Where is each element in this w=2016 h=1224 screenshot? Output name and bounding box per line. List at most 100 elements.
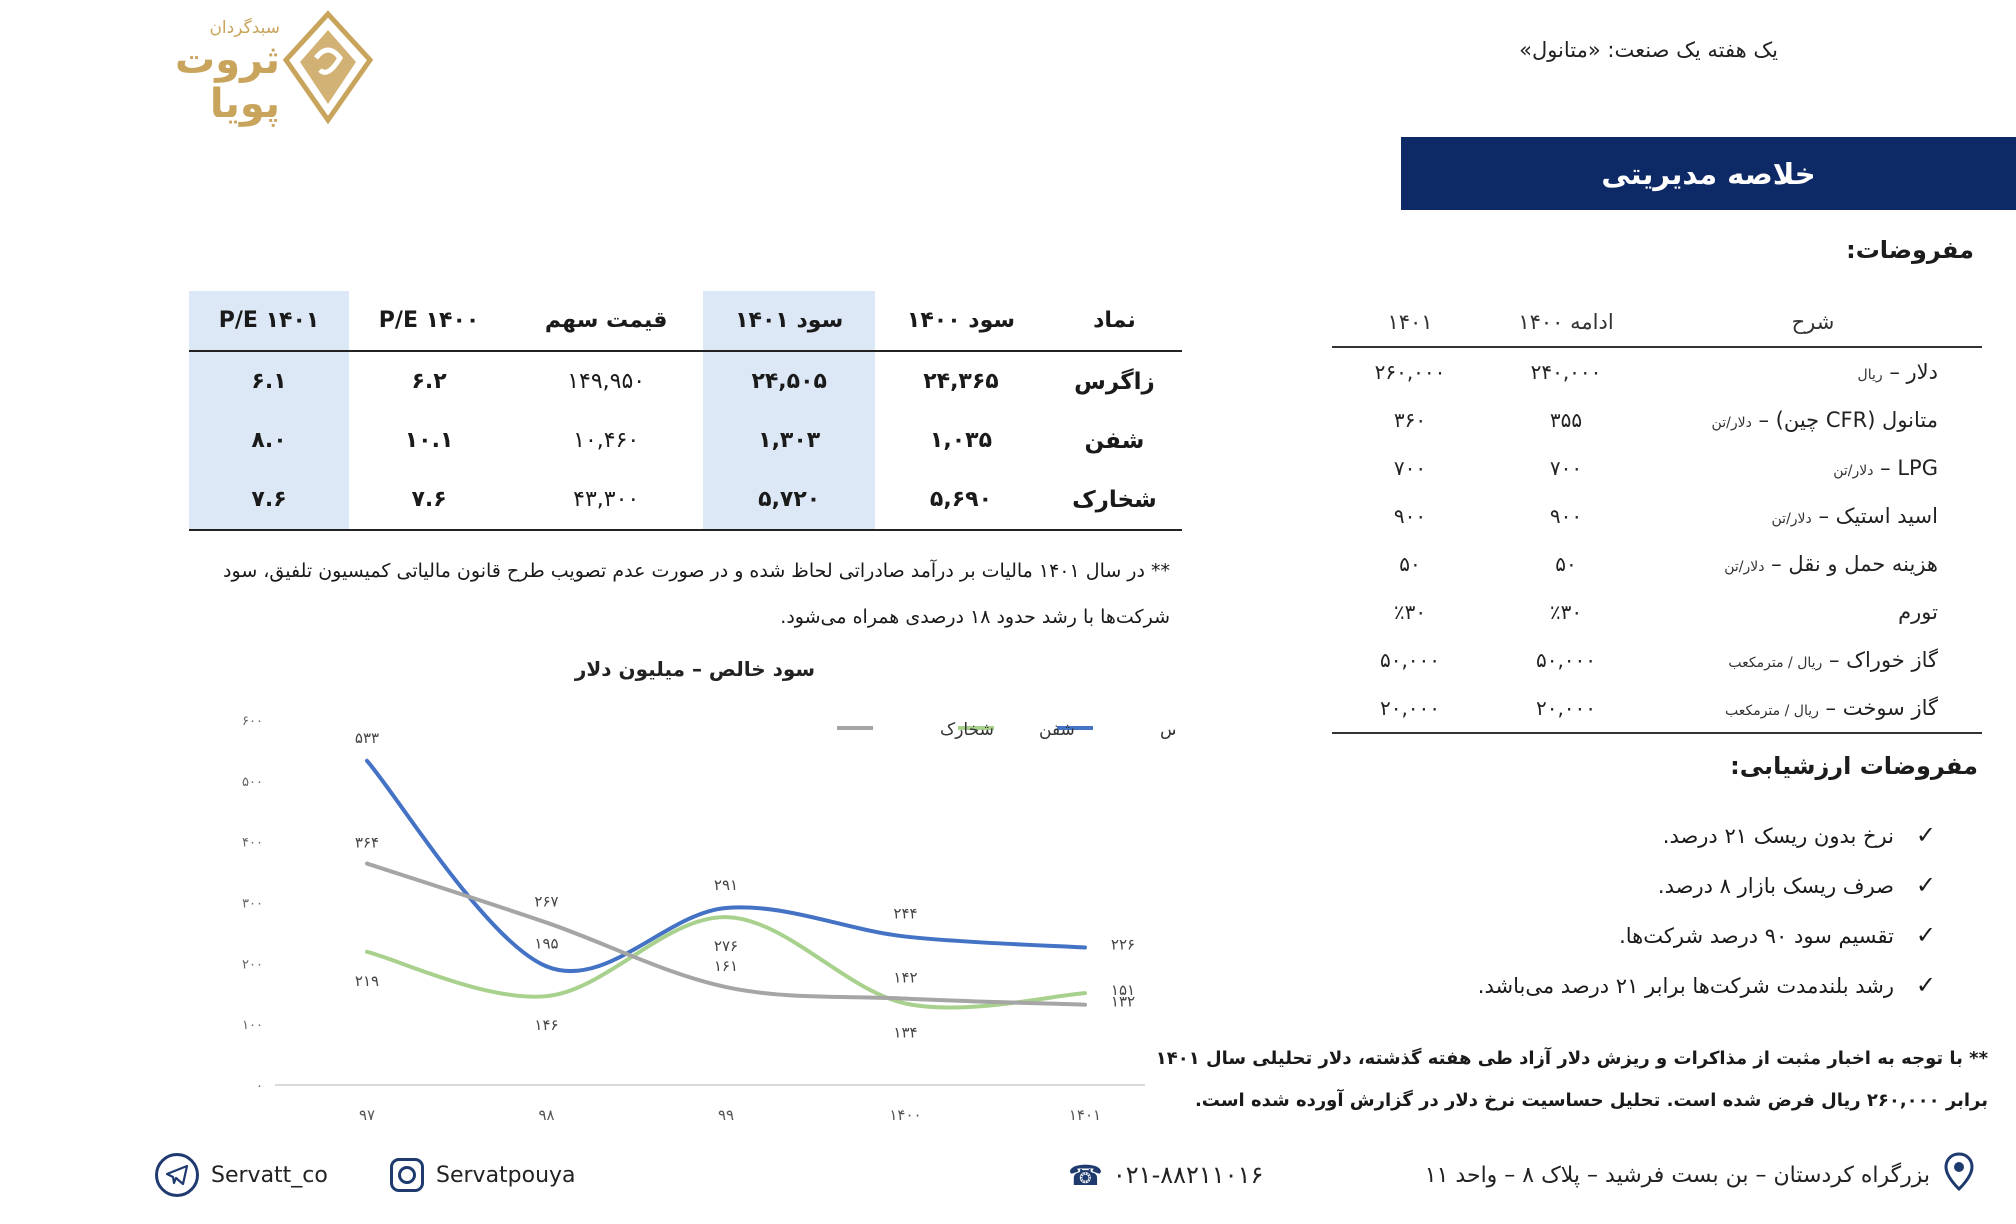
assumption-unit: دلار/تن [1771,511,1812,527]
logo-emblem-icon [280,8,376,125]
logo-small-text: سبدگردان [209,18,280,38]
checkmark-icon: ✓ [1915,821,1936,849]
dollar-note: ** با توجه به اخبار مثبت از مذاکرات و ری… [1155,1048,1988,1111]
telegram-link[interactable]: Servatt_co [155,1152,328,1198]
stock-profit-1400: ۲۴,۳۶۵ [923,369,999,394]
stock-profit-1401: ۵,۷۲۰ [703,470,876,531]
assumption-label: گاز خوراک – ریال / مترمکعب [1728,648,1938,672]
data-label: ۱۴۶ [534,1016,558,1034]
x-tick-label: ۹۸ [538,1106,554,1124]
col-pe-1400: P/E ۱۴۰۰ [349,291,510,352]
assumption-value-1400: ۲۰,۰۰۰ [1488,684,1644,734]
stock-price: ۱۰,۴۶۰ [573,428,640,453]
stock-header-row: نماد سود ۱۴۰۰ سود ۱۴۰۱ قیمت سهم P/E ۱۴۰۰… [189,291,1182,352]
assumption-unit: دلار/تن [1711,415,1752,431]
data-label: ۲۷۶ [714,937,738,955]
instagram-handle: Servatpouya [436,1162,576,1188]
stock-symbol: شفن [1084,427,1145,454]
stock-price: ۴۳,۳۰۰ [509,470,704,531]
stock-profit-1401: ۱,۳۰۳ [703,411,876,470]
legend-label: زاگرس [1160,719,1175,740]
instagram-link[interactable]: Servatpouya [390,1152,576,1198]
assumption-value-1401: ۲۰,۰۰۰ [1332,684,1488,734]
phone-number: ۰۲۱-۸۸۲۱۱۰۱۶ [1112,1161,1264,1189]
x-tick-label: ۹۹ [718,1106,734,1124]
x-tick-label: ۱۴۰۱ [1069,1106,1101,1124]
legend-label: شفن [1039,720,1075,740]
assumption-value-1400: ۷۰۰ [1549,456,1583,480]
data-label: ۱۹۵ [534,934,558,952]
assumptions-table: شرح ادامه ۱۴۰۰ ۱۴۰۱ دلار – ریال ۲۴۰,۰۰۰ ۲۶… [1332,298,1982,734]
stock-row: شفن ۱,۰۳۵ ۱,۳۰۳ ۱۰,۴۶۰ ۱۰.۱ ۸.۰ [189,411,1182,470]
assumption-label: گاز سوخت – ریال / مترمکعب [1644,684,1982,734]
assumption-row: هزینه حمل و نقل – دلار/تن ۵۰ ۵۰ [1332,540,1982,588]
assumption-value-1400: ٪۳۰ [1549,600,1583,624]
logo-line2: پویا [209,81,280,127]
assumption-label: اسید استیک – دلار/تن [1771,504,1938,528]
col-pe-1401: P/E ۱۴۰۱ [189,291,350,352]
assumption-row: متانول (CFR چین) – دلار/تن ۳۵۵ ۳۶۰ [1332,396,1982,444]
phone-info: ☎ ۰۲۱-۸۸۲۱۱۰۱۶ [1068,1152,1263,1198]
checkmark-icon: ✓ [1915,921,1936,949]
x-tick-label: ۱۴۰۰ [889,1106,921,1124]
assumption-value-1400: ۳۵۵ [1549,408,1583,432]
stock-pe-1401: ۸.۰ [189,411,350,470]
valuation-bullet: ✓تقسیم سود ۹۰ درصد شرکت‌ها. [1336,915,1936,965]
legend-label: شخارک [940,720,994,740]
assumption-label: هزینه حمل و نقل – دلار/تن [1724,552,1938,576]
valuation-bullet: ✓نرخ بدون ریسک ۲۱ درصد. [1336,815,1936,865]
stock-pe-1401: ۶.۱ [189,351,350,411]
y-tick-label: ۵۰۰ [242,775,263,790]
data-label: ۱۳۲ [1111,993,1135,1011]
assumptions-header-row: شرح ادامه ۱۴۰۰ ۱۴۰۱ [1332,298,1982,348]
col-profit-1401: سود ۱۴۰۱ [703,291,876,352]
tax-note: ** در سال ۱۴۰۱ مالیات بر درآمد صادراتی ل… [223,560,1170,628]
assumption-value-1400: ۹۰۰ [1549,504,1583,528]
data-label: ۱۶۱ [714,957,738,975]
assumption-value-1401: ٪۳۰ [1393,600,1427,624]
valuation-bullets: ✓نرخ بدون ریسک ۲۱ درصد. ✓صرف ریسک بازار ۸… [1336,815,1936,1015]
assumption-row: اسید استیک – دلار/تن ۹۰۰ ۹۰۰ [1332,492,1982,540]
stock-row: زاگرس ۲۴,۳۶۵ ۲۴,۵۰۵ ۱۴۹,۹۵۰ ۶.۲ ۶.۱ [189,351,1182,411]
data-label: ۲۴۴ [893,905,917,923]
series-line-1 [365,915,1087,1010]
assumption-row: دلار – ریال ۲۴۰,۰۰۰ ۲۶۰,۰۰۰ [1332,347,1982,396]
location-icon [1942,1151,1976,1199]
assumption-value-1400: ۲۴۰,۰۰۰ [1530,360,1602,384]
assumption-unit: ریال / مترمکعب [1728,655,1823,671]
net-profit-chart: سود خالص – میلیون دلار ۰ ۱۰۰ ۲۰۰ ۳۰۰ ۴۰۰ ۵۰۰ ۶۰… [242,657,1175,1124]
assumption-value-1401: ۹۰۰ [1393,504,1427,528]
y-tick-label: ۶۰۰ [242,714,263,729]
assumption-label: LPG – دلار/تن [1833,456,1938,480]
data-label: ۱۳۴ [893,1023,917,1041]
y-tick-label: ۲۰۰ [242,957,263,972]
col-profit-1400: سود ۱۴۰۰ [875,291,1047,352]
assumption-value-1400: ۵۰ [1555,552,1577,576]
checkmark-icon: ✓ [1915,971,1936,999]
data-label: ۳۶۴ [355,834,379,852]
chart-title: سود خالص – میلیون دلار [574,657,815,681]
x-tick-label: ۹۷ [359,1106,375,1124]
assumption-label: تورم [1898,600,1938,624]
telegram-handle: Servatt_co [211,1162,328,1188]
assumptions-heading: مفروضات: [1846,236,1974,264]
assumption-row: تورم ٪۳۰ ٪۳۰ [1332,588,1982,636]
y-tick-label: ۴۰۰ [242,836,263,851]
data-label: ۲۱۹ [355,972,379,990]
stock-profit-1400: ۱,۰۳۵ [929,428,992,453]
assumption-unit: دلار/تن [1724,559,1765,575]
stock-profit-1400: ۵,۶۹۰ [875,470,1047,531]
y-tick-label: ۱۰۰ [242,1018,263,1033]
instagram-icon [390,1158,424,1192]
logo-text: سبدگردان ثروت پویا [160,18,280,126]
address-text: بزرگراه کردستان – بن بست فرشید – پلاک ۸ … [1424,1162,1930,1188]
assumption-value-1401: ۲۶۰,۰۰۰ [1374,360,1446,384]
stock-pe-1400: ۷.۶ [349,470,510,531]
valuation-bullet: ✓رشد بلندمدت شرکت‌ها برابر ۲۱ درصد می‌با… [1336,965,1936,1015]
col-symbol: نماد [1046,291,1182,352]
stock-table: نماد سود ۱۴۰۰ سود ۱۴۰۱ قیمت سهم P/E ۱۴۰۰… [189,291,1182,531]
checkmark-icon: ✓ [1915,871,1936,899]
stock-pe-1401: ۷.۶ [189,470,350,531]
assumption-row: گاز خوراک – ریال / مترمکعب ۵۰,۰۰۰ ۵۰,۰۰۰ [1332,636,1982,684]
assumption-value-1401: ۳۶۰ [1393,408,1427,432]
